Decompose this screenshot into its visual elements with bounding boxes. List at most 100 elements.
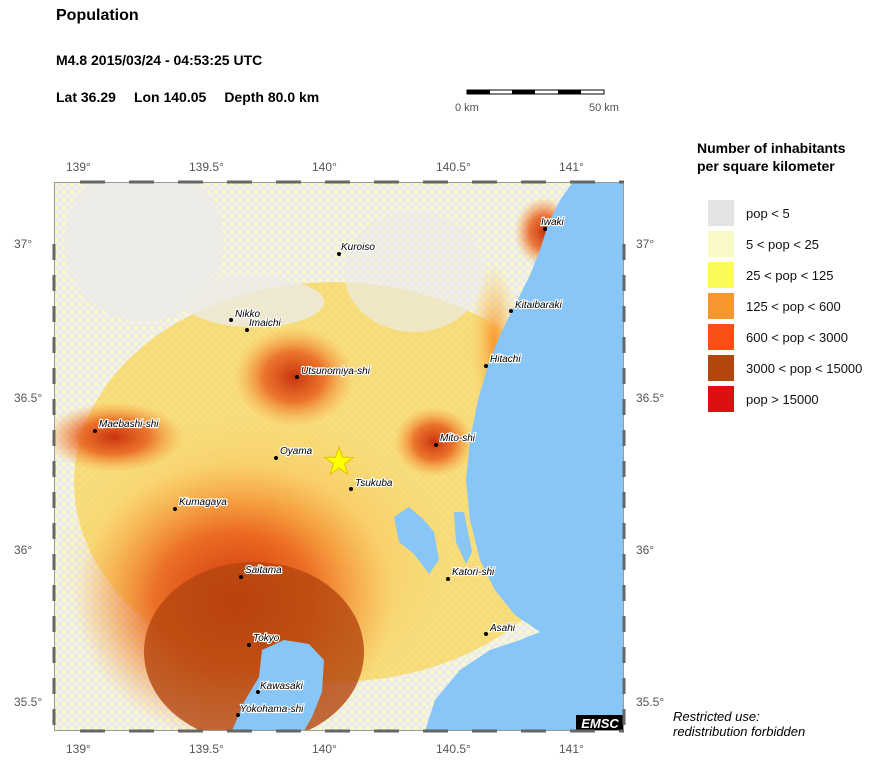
city-kitaibaraki[interactable]: Kitaibaraki — [509, 299, 564, 313]
city-dot — [295, 375, 299, 379]
city-label: Kumagaya — [179, 497, 227, 508]
legend-label: 5 < pop < 25 — [746, 237, 820, 252]
note-line2: redistribution forbidden — [673, 724, 806, 739]
legend-swatch — [708, 200, 734, 226]
legend-swatch — [708, 231, 734, 257]
bottom-lon-tick: 140.5° — [436, 742, 471, 756]
city-tokyo[interactable]: Tokyo — [247, 632, 281, 647]
city-dot — [93, 429, 97, 433]
city-label: Imaichi — [249, 318, 281, 329]
location-info: Lat 36.29 Lon 140.05 Depth 80.0 km — [56, 89, 337, 105]
city-label: Tokyo — [253, 633, 280, 644]
city-label: Tsukuba — [355, 478, 393, 489]
bottom-lon-tick: 139° — [66, 742, 91, 756]
legend-swatch — [708, 324, 734, 350]
left-lat-tick: 37° — [14, 237, 33, 251]
city-label: Kuroiso — [341, 242, 375, 253]
city-label: Nikko — [235, 309, 260, 320]
city-dot — [446, 577, 450, 581]
top-lon-tick: 139° — [66, 160, 91, 174]
left-lat-tick: 36.5° — [14, 391, 43, 405]
city-label: Oyama — [280, 446, 313, 457]
city-maebashi-shi[interactable]: Maebashi-shi — [93, 418, 160, 433]
legend-label: 600 < pop < 3000 — [746, 330, 848, 345]
city-label: Kawasaki — [260, 681, 304, 692]
city-label: Iwaki — [541, 217, 565, 228]
city-dot — [256, 690, 260, 694]
city-tsukuba[interactable]: Tsukuba — [349, 477, 394, 491]
right-lat-tick: 36.5° — [636, 391, 665, 405]
legend-title-line1: Number of inhabitants — [697, 140, 846, 156]
city-iwaki[interactable]: Iwaki — [540, 216, 566, 231]
bottom-lon-tick: 140° — [312, 742, 337, 756]
event-info: M4.8 2015/03/24 - 04:53:25 UTC — [56, 52, 263, 68]
city-dot — [247, 643, 251, 647]
scale-end: 50 km — [589, 102, 619, 114]
city-dot — [274, 456, 278, 460]
epicenter-star-icon[interactable] — [323, 445, 355, 476]
legend-swatch — [708, 262, 734, 288]
legend-label: 125 < pop < 600 — [746, 299, 841, 314]
scale-start: 0 km — [455, 102, 479, 114]
right-lat-tick: 37° — [636, 237, 655, 251]
bottom-lon-tick: 141° — [559, 742, 584, 756]
left-lat-tick: 35.5° — [14, 695, 43, 709]
top-lon-tick: 139.5° — [189, 160, 224, 174]
city-kumagaya[interactable]: Kumagaya — [173, 496, 228, 511]
city-label: Kitaibaraki — [515, 300, 562, 311]
legend-title-line2: per square kilometer — [697, 158, 835, 174]
city-imaichi[interactable]: Imaichi — [245, 317, 283, 332]
city-oyama[interactable]: Oyama — [274, 445, 314, 460]
city-dot — [484, 632, 488, 636]
city-label: Yokohama-shi — [240, 704, 304, 715]
emsc-logo: EMSC — [581, 716, 619, 731]
city-kuroiso[interactable]: Kuroiso — [337, 241, 376, 256]
lake-kasumigaura — [394, 507, 472, 574]
city-kawasaki[interactable]: Kawasaki — [256, 680, 305, 694]
left-lat-tick: 36° — [14, 543, 33, 557]
city-katori-shi[interactable]: Katori-shi — [446, 566, 496, 581]
city-dot — [229, 318, 233, 322]
city-yokohama-shi[interactable]: Yokohama-shi — [236, 703, 305, 717]
tokyo-bay — [232, 640, 324, 731]
page-title: Population — [56, 7, 139, 24]
legend-swatch — [708, 293, 734, 319]
city-nikko[interactable]: Nikko — [229, 308, 262, 322]
city-dot — [173, 507, 177, 511]
sea — [425, 182, 624, 731]
city-label: Asahi — [489, 623, 516, 634]
city-dot — [509, 309, 513, 313]
city-dot — [245, 328, 249, 332]
depth: Depth 80.0 km — [224, 89, 320, 105]
city-label: Saitama — [245, 565, 282, 576]
city-label: Katori-shi — [452, 567, 495, 578]
top-lon-tick: 141° — [559, 160, 584, 174]
city-dot — [239, 575, 243, 579]
usage-note: Restricted use: redistribution forbidden — [673, 709, 805, 739]
legend-title: Number of inhabitants per square kilomete… — [697, 139, 846, 175]
legend-label: 3000 < pop < 15000 — [746, 361, 863, 376]
city-mito-shi[interactable]: Mito-shi — [434, 432, 477, 447]
city-dot — [349, 487, 353, 491]
legend-swatch — [708, 386, 734, 412]
city-dot — [543, 227, 547, 231]
longitude: Lon 140.05 — [133, 89, 207, 105]
city-saitama[interactable]: Saitama — [239, 564, 283, 579]
city-dot — [337, 252, 341, 256]
latitude: Lat 36.29 — [56, 89, 116, 105]
legend-label: pop < 5 — [746, 206, 790, 221]
legend-label: pop > 15000 — [746, 392, 819, 407]
top-lon-tick: 140° — [312, 160, 337, 174]
city-hitachi[interactable]: Hitachi — [484, 353, 522, 368]
city-label: Utsunomiya-shi — [301, 366, 371, 377]
city-utsunomiya-shi[interactable]: Utsunomiya-shi — [295, 365, 372, 379]
city-label: Hitachi — [490, 354, 521, 365]
top-lon-tick: 140.5° — [436, 160, 471, 174]
city-asahi[interactable]: Asahi — [484, 622, 517, 636]
city-dot — [236, 713, 240, 717]
right-lat-tick: 36° — [636, 543, 655, 557]
right-lat-tick: 35.5° — [636, 695, 665, 709]
legend-label: 25 < pop < 125 — [746, 268, 834, 283]
city-label: Mito-shi — [440, 433, 476, 444]
